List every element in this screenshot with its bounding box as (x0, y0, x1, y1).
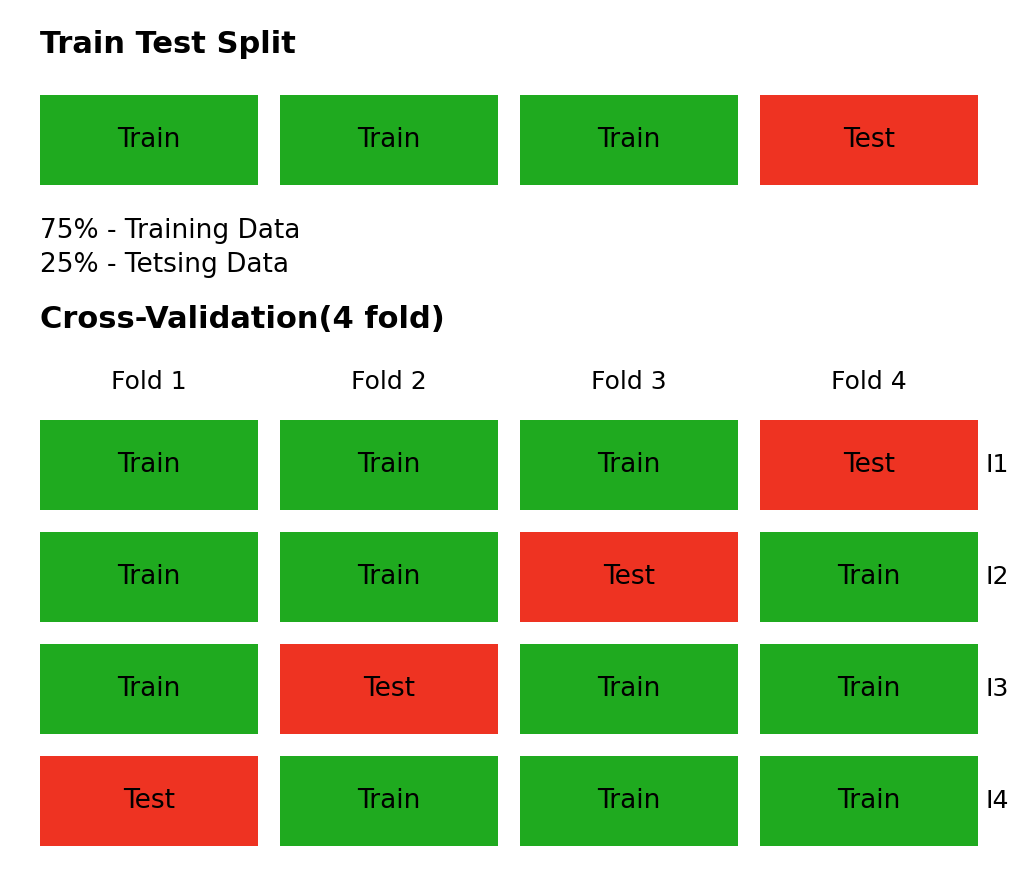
Text: Train Test Split: Train Test Split (40, 30, 296, 59)
FancyBboxPatch shape (760, 95, 978, 185)
Text: Fold 1: Fold 1 (112, 370, 186, 394)
Text: Train: Train (118, 676, 180, 702)
Text: Train: Train (357, 564, 421, 590)
Text: Train: Train (597, 788, 660, 814)
FancyBboxPatch shape (520, 756, 738, 846)
Text: Train: Train (838, 676, 901, 702)
Text: Train: Train (838, 564, 901, 590)
FancyBboxPatch shape (40, 420, 258, 510)
Text: I3: I3 (986, 677, 1010, 701)
Text: Train: Train (118, 564, 180, 590)
FancyBboxPatch shape (760, 644, 978, 734)
Text: Fold 2: Fold 2 (351, 370, 427, 394)
FancyBboxPatch shape (520, 420, 738, 510)
FancyBboxPatch shape (40, 95, 258, 185)
FancyBboxPatch shape (520, 95, 738, 185)
Text: Fold 4: Fold 4 (831, 370, 907, 394)
Text: Test: Test (603, 564, 655, 590)
FancyBboxPatch shape (40, 756, 258, 846)
Text: Cross-Validation(4 fold): Cross-Validation(4 fold) (40, 305, 444, 334)
Text: Train: Train (838, 788, 901, 814)
FancyBboxPatch shape (280, 644, 498, 734)
Text: Train: Train (357, 788, 421, 814)
FancyBboxPatch shape (280, 420, 498, 510)
Text: Train: Train (597, 127, 660, 153)
Text: I2: I2 (986, 565, 1010, 589)
Text: Test: Test (843, 452, 895, 478)
Text: 25% - Tetsing Data: 25% - Tetsing Data (40, 252, 289, 278)
FancyBboxPatch shape (760, 532, 978, 622)
Text: I1: I1 (986, 453, 1010, 477)
Text: Train: Train (118, 127, 180, 153)
FancyBboxPatch shape (520, 532, 738, 622)
FancyBboxPatch shape (40, 532, 258, 622)
Text: Test: Test (843, 127, 895, 153)
Text: Test: Test (362, 676, 415, 702)
Text: 75% - Training Data: 75% - Training Data (40, 218, 300, 244)
FancyBboxPatch shape (760, 756, 978, 846)
Text: Train: Train (357, 127, 421, 153)
Text: I4: I4 (986, 789, 1010, 813)
FancyBboxPatch shape (40, 644, 258, 734)
FancyBboxPatch shape (280, 95, 498, 185)
Text: Test: Test (123, 788, 175, 814)
Text: Train: Train (357, 452, 421, 478)
FancyBboxPatch shape (280, 532, 498, 622)
Text: Train: Train (597, 452, 660, 478)
Text: Train: Train (118, 452, 180, 478)
FancyBboxPatch shape (520, 644, 738, 734)
FancyBboxPatch shape (280, 756, 498, 846)
Text: Train: Train (597, 676, 660, 702)
Text: Fold 3: Fold 3 (591, 370, 667, 394)
FancyBboxPatch shape (760, 420, 978, 510)
